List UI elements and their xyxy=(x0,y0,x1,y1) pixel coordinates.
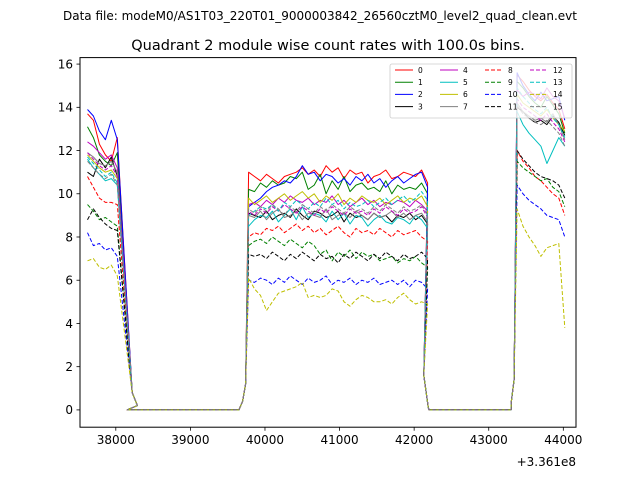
series-layer xyxy=(87,72,566,411)
y-tick-label: 10 xyxy=(58,187,73,201)
y-tick-label: 8 xyxy=(65,230,73,244)
legend-box xyxy=(389,63,573,119)
y-tick-label: 14 xyxy=(58,101,73,115)
y-tick-label: 6 xyxy=(65,274,73,288)
legend-label-6: 6 xyxy=(463,90,468,99)
legend-label-3: 3 xyxy=(418,102,423,111)
legend-label-15: 15 xyxy=(553,102,563,111)
legend-label-4: 4 xyxy=(463,66,468,75)
x-tick-label: 42000 xyxy=(395,433,433,447)
legend-label-14: 14 xyxy=(553,90,563,99)
legend-label-13: 13 xyxy=(553,78,563,87)
x-tick-label: 44000 xyxy=(544,433,582,447)
figure-suptitle: Data file: modeM0/AS1T03_220T01_90000038… xyxy=(63,9,577,23)
plot-frame xyxy=(79,57,577,428)
y-tick-label: 0 xyxy=(65,403,73,417)
y-axis: 0 2 4 6 8 10 12 14 16 xyxy=(58,57,80,417)
legend-label-11: 11 xyxy=(508,102,518,111)
y-tick-label: 2 xyxy=(65,360,73,374)
x-tick-label: 38000 xyxy=(97,433,135,447)
legend-label-5: 5 xyxy=(463,78,468,87)
legend-label-7: 7 xyxy=(463,102,468,111)
legend-label-1: 1 xyxy=(418,78,423,87)
x-offset-text: +3.361e8 xyxy=(517,455,576,469)
x-tick-label: 41000 xyxy=(320,433,358,447)
chart-title: Quadrant 2 module wise count rates with … xyxy=(131,38,525,54)
x-tick-label: 43000 xyxy=(470,433,508,447)
legend-label-9: 9 xyxy=(508,78,513,87)
x-axis: 38000 39000 40000 41000 42000 43000 44000 xyxy=(97,427,582,447)
legend-label-10: 10 xyxy=(508,90,518,99)
series-line-15 xyxy=(87,104,566,411)
y-tick-label: 12 xyxy=(58,144,73,158)
x-tick-label: 40000 xyxy=(246,433,284,447)
legend-label-8: 8 xyxy=(508,66,513,75)
legend-label-2: 2 xyxy=(418,90,423,99)
y-tick-label: 4 xyxy=(65,317,73,331)
y-tick-label: 16 xyxy=(58,57,73,71)
x-tick-label: 39000 xyxy=(171,433,209,447)
legend-label-12: 12 xyxy=(553,66,563,75)
legend-label-0: 0 xyxy=(418,66,423,75)
